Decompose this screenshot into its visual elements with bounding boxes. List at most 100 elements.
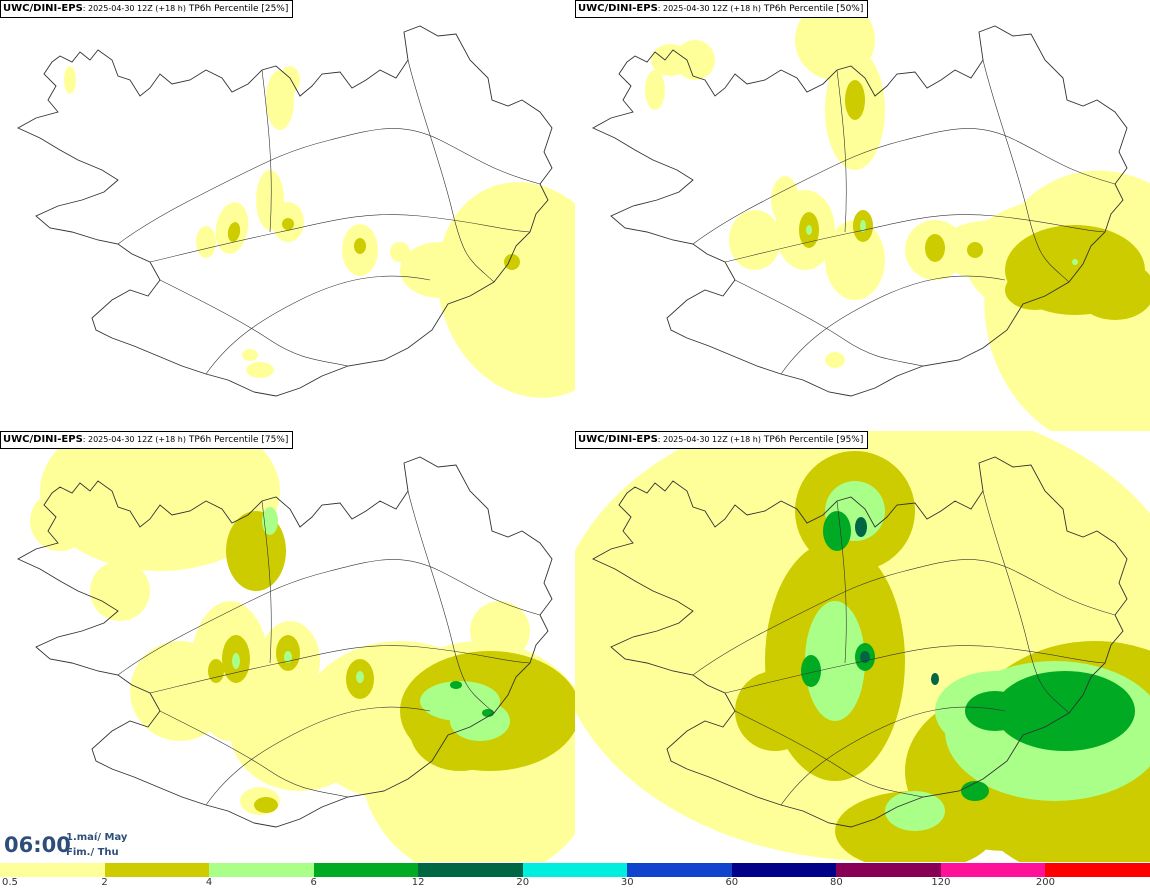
- panel-header: UWC/DINI-EPS: 2025-04-30 12Z (+18 h) TP6…: [575, 431, 869, 449]
- legend-tick-label: 30: [620, 877, 634, 888]
- road-line: [159, 279, 349, 367]
- run-info: : 2025-04-30 12Z (+18 h): [82, 435, 186, 444]
- legend-tick-label: 2: [101, 877, 108, 888]
- precip-area-c2: [504, 254, 520, 270]
- legend-swatch: [104, 863, 211, 877]
- valid-day: Fim./ Thu: [66, 847, 119, 858]
- precip-fill-p50: [645, 0, 1150, 431]
- road-line: [780, 275, 1006, 375]
- precip-area-c05: [825, 352, 845, 368]
- precip-map-p75: [17, 431, 575, 862]
- precip-area-c05: [30, 491, 90, 551]
- precip-area-c05: [40, 431, 280, 571]
- road-line: [982, 59, 1070, 283]
- precip-area-c05: [130, 641, 230, 741]
- precip-area-c6: [801, 655, 821, 687]
- variable-label: TP6h Percentile [25%]: [188, 4, 289, 14]
- precip-area-c12: [860, 651, 870, 663]
- precip-area-c05: [651, 44, 691, 76]
- legend-tick-label: 6: [310, 877, 317, 888]
- road-line: [261, 500, 272, 664]
- precip-area-c12: [931, 673, 939, 685]
- iceland-coastline: [17, 25, 553, 397]
- precip-area-c05: [256, 170, 284, 230]
- precip-area-c05: [645, 70, 665, 110]
- legend-tick-label: 120: [931, 877, 951, 888]
- precip-area-c05: [795, 0, 875, 80]
- legend-swatch: [522, 863, 629, 877]
- road-line: [407, 59, 495, 283]
- precip-area-c2: [227, 222, 241, 242]
- precip-area-c4: [885, 791, 945, 831]
- precip-area-c2: [254, 797, 278, 813]
- legend-tick-label: 20: [516, 877, 530, 888]
- run-info: : 2025-04-30 12Z (+18 h): [657, 435, 761, 444]
- model-name: UWC/DINI-EPS: [578, 3, 658, 14]
- legend-swatch: [731, 863, 838, 877]
- legend-tick-label: 12: [411, 877, 425, 888]
- road-line: [117, 128, 541, 245]
- panel-header: UWC/DINI-EPS: 2025-04-30 12Z (+18 h) TP6…: [0, 431, 294, 449]
- precip-area-c05: [825, 220, 885, 300]
- map-panel-p75: UWC/DINI-EPS: 2025-04-30 12Z (+18 h) TP6…: [0, 431, 575, 862]
- precip-area-c4: [356, 671, 364, 683]
- precip-area-c2: [735, 671, 815, 751]
- precip-fill-p95: [575, 431, 1150, 862]
- variable-label: TP6h Percentile [95%]: [763, 435, 864, 445]
- road-line: [724, 214, 1106, 263]
- precip-area-c05: [246, 362, 274, 378]
- precip-area-c6: [995, 671, 1135, 751]
- valid-time-box: 06:00 1.maí/ May Fim./ Thu: [0, 829, 128, 863]
- legend-tick-label: 200: [1035, 877, 1055, 888]
- legend-swatch: [1045, 863, 1150, 877]
- road-line: [836, 69, 847, 233]
- road-line: [149, 214, 531, 263]
- map-panel-p50: UWC/DINI-EPS: 2025-04-30 12Z (+18 h) TP6…: [575, 0, 1150, 431]
- road-line: [117, 559, 541, 676]
- precip-area-c2: [354, 238, 366, 254]
- legend-tick-label: 0.5: [2, 877, 18, 888]
- precip-area-c6: [961, 781, 989, 801]
- road-line: [734, 710, 924, 798]
- precip-area-c6: [965, 691, 1025, 731]
- run-info: : 2025-04-30 12Z (+18 h): [657, 4, 761, 13]
- precip-map-p25: [17, 25, 575, 398]
- precip-fill-p25: [64, 66, 575, 398]
- road-line: [734, 279, 924, 367]
- legend-tick-label: 60: [725, 877, 739, 888]
- legend-swatch: [418, 863, 524, 877]
- road-line: [692, 559, 1116, 676]
- legend-swatch: [313, 863, 420, 877]
- precip-area-c4: [860, 220, 866, 232]
- map-panel-p25: UWC/DINI-EPS: 2025-04-30 12Z (+18 h) TP6…: [0, 0, 575, 431]
- precip-area-c2: [1005, 270, 1065, 310]
- precip-area-c6: [482, 709, 494, 717]
- precip-area-c05: [729, 210, 781, 270]
- model-name: UWC/DINI-EPS: [3, 434, 83, 445]
- iceland-coastline: [592, 456, 1128, 828]
- precip-area-c2: [925, 234, 945, 262]
- road-line: [407, 490, 495, 714]
- road-line: [205, 706, 431, 806]
- precip-color-legend: 0.5 2 4 6 12 20 30 60 80 120 200: [0, 863, 1150, 891]
- road-line: [692, 128, 1116, 245]
- precip-area-c2: [282, 218, 294, 230]
- precip-area-c2: [208, 659, 224, 683]
- model-name: UWC/DINI-EPS: [578, 434, 658, 445]
- road-line: [982, 490, 1070, 714]
- precip-area-c2: [967, 242, 983, 258]
- precip-area-c05: [390, 242, 410, 262]
- coastline-path: [592, 456, 1128, 828]
- precip-area-c2: [1075, 260, 1150, 320]
- precip-area-c05: [771, 176, 799, 224]
- precip-area-c2: [845, 80, 865, 120]
- precip-area-c05: [1085, 340, 1150, 420]
- iceland-coastline: [592, 25, 1128, 397]
- precip-area-c05: [90, 561, 150, 621]
- precip-fill-p75: [30, 431, 575, 862]
- road-line: [836, 500, 847, 664]
- precip-area-c4: [805, 601, 865, 721]
- precip-area-c4: [262, 507, 278, 535]
- iceland-coastline: [17, 456, 553, 828]
- precip-area-c05: [470, 601, 530, 661]
